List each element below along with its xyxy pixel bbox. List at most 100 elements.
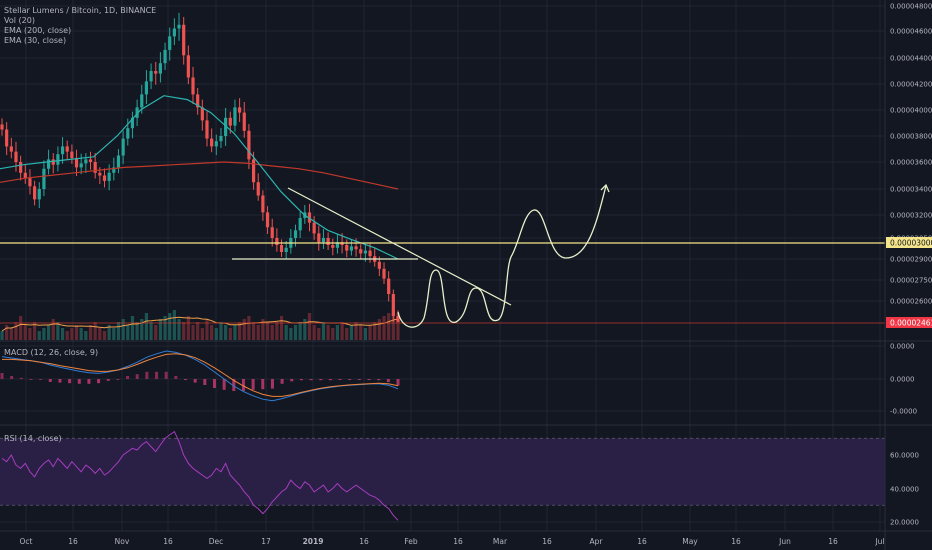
volume-bar — [98, 328, 102, 340]
rsi-label[interactable]: RSI (14, close) — [4, 434, 62, 443]
candle-body — [74, 158, 79, 168]
candle-body — [265, 212, 270, 228]
legend-volume[interactable]: Vol (20) — [4, 16, 35, 25]
volume-bar — [354, 322, 358, 340]
price-tick-label: 0.00003200 — [890, 212, 932, 220]
volume-bar — [363, 328, 367, 340]
volume-bar — [279, 316, 284, 340]
volume-bar — [186, 316, 190, 340]
volume-bar — [158, 319, 162, 340]
time-tick-label: 16 — [828, 537, 838, 546]
candle-body — [14, 151, 18, 162]
volume-bar — [247, 316, 251, 340]
macd-histogram-bar — [135, 374, 139, 379]
time-tick-label: 16 — [68, 537, 78, 546]
candle-body — [191, 77, 195, 95]
macd-histogram-bar — [290, 379, 294, 382]
volume-bar — [396, 313, 400, 340]
candle-body — [242, 112, 246, 131]
candle-body — [200, 107, 204, 121]
candle-body — [130, 117, 135, 129]
volume-bar — [284, 325, 288, 340]
candle-body — [23, 172, 27, 179]
time-axis[interactable]: Oct 16 Nov 16 Dec 17 2019 16 Feb 16 Mar 16 Apr 16 May 1… — [20, 537, 885, 546]
volume-bar — [168, 313, 172, 340]
candle-body — [279, 245, 284, 252]
time-tick-label: Nov — [115, 537, 130, 546]
candle-body — [33, 186, 37, 200]
candle-body — [214, 141, 218, 147]
volume-bar — [116, 322, 121, 340]
candle-body — [135, 107, 139, 118]
candle-body — [140, 94, 144, 108]
legend-ema200[interactable]: EMA (200, close) — [4, 26, 72, 35]
candle-body — [5, 129, 9, 147]
volume-bar — [144, 313, 149, 340]
volume-bar — [102, 331, 107, 340]
candle-body — [345, 245, 349, 251]
volume-bar — [126, 325, 130, 340]
macd-tick-label: 0.0000 — [890, 343, 915, 351]
macd-histogram-bar — [222, 379, 226, 390]
time-tick-label: 2019 — [303, 537, 324, 546]
candle-body — [354, 246, 358, 250]
candle-body — [93, 162, 97, 173]
volume-bar — [84, 331, 88, 340]
macd-histogram-bar — [319, 379, 323, 381]
macd-histogram-bar — [386, 379, 390, 382]
time-tick-label: 16 — [359, 537, 369, 546]
macd-histogram-bar — [87, 379, 91, 384]
volume-bar — [387, 313, 391, 340]
macd-histogram-bar — [68, 379, 72, 384]
macd-histogram-bar — [145, 371, 149, 379]
symbol-title[interactable]: Stellar Lumens / Bitcoin, 1D, BINANCE — [4, 6, 157, 15]
volume-bar — [251, 322, 256, 340]
volume-bars — [0, 310, 400, 340]
candle-body — [182, 24, 186, 56]
macd-signal-line — [2, 353, 399, 397]
candle-body — [270, 227, 274, 238]
volume-bar — [19, 316, 23, 340]
macd-histogram-bar — [97, 379, 101, 384]
volume-bar — [307, 313, 312, 340]
candle-body — [312, 222, 316, 234]
rsi-line — [1, 430, 399, 521]
volume-bar — [331, 328, 335, 340]
price-tick-label: 0.00002600 — [890, 298, 932, 306]
volume-bar — [182, 322, 186, 340]
time-tick-label: 16 — [731, 537, 741, 546]
candle-body — [149, 71, 153, 82]
main-legend: Stellar Lumens / Bitcoin, 1D, BINANCE Vo… — [4, 6, 156, 46]
volume-bar — [191, 325, 195, 340]
candle-body — [293, 230, 298, 238]
macd-histogram-bar — [309, 379, 313, 381]
candle-body — [233, 107, 237, 126]
macd-pane — [0, 350, 400, 402]
volume-bar — [74, 325, 79, 340]
price-tick-label: 0.00003600 — [890, 159, 932, 167]
candle-body — [79, 163, 83, 168]
volume-bar — [340, 322, 344, 340]
macd-histogram-bar — [357, 379, 361, 380]
candle-body — [116, 155, 121, 168]
volume-bar — [293, 325, 298, 340]
macd-histogram-bar — [155, 371, 159, 379]
volume-bar — [14, 322, 18, 340]
volume-bar — [312, 325, 316, 340]
time-tick-label: Oct — [20, 537, 33, 546]
time-tick-label: 16 — [542, 537, 552, 546]
rsi-legend: RSI (14, close) — [4, 434, 62, 444]
macd-histogram-bar — [106, 379, 110, 381]
legend-ema30[interactable]: EMA (30, close) — [4, 36, 67, 45]
candle-body — [326, 238, 330, 245]
volume-bar — [275, 322, 279, 340]
volume-bar — [382, 316, 386, 340]
volume-bar — [112, 328, 116, 340]
macd-histogram-bar — [212, 379, 216, 388]
candle-body — [349, 246, 354, 251]
level-price-tag — [886, 237, 932, 248]
macd-label[interactable]: MACD (12, 26, close, 9) — [4, 348, 99, 357]
volume-bar — [289, 328, 293, 340]
macd-histogram-bar — [377, 379, 381, 381]
